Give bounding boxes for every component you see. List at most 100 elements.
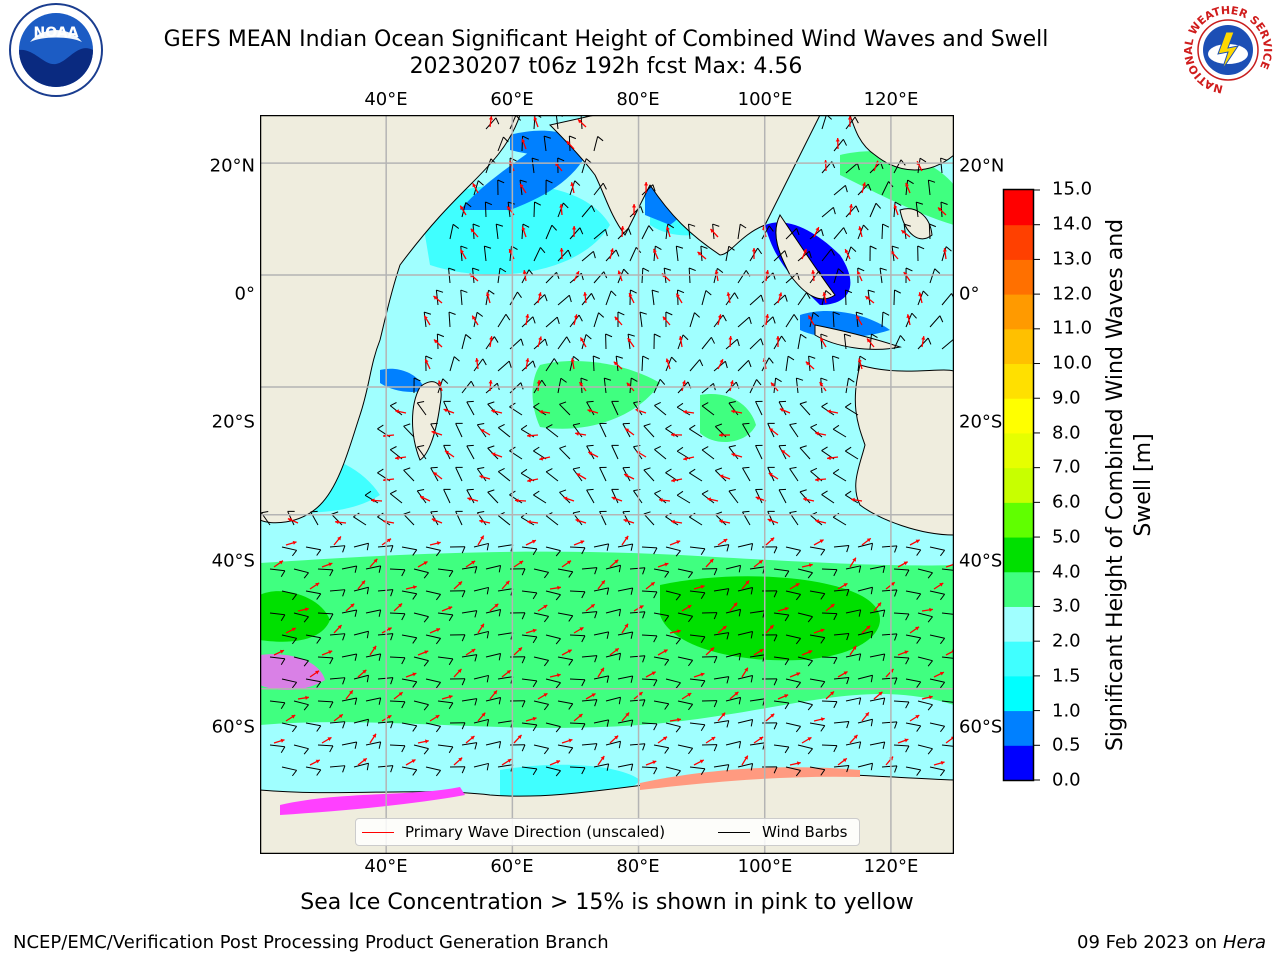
wave-arrow [525, 628, 537, 634]
wave-arrow [513, 646, 523, 656]
wind-barb [545, 468, 559, 482]
wind-barb [881, 545, 898, 553]
wave-arrow [519, 183, 527, 194]
top-lon-label-120e: 120°E [863, 89, 919, 110]
wind-barb [689, 722, 706, 732]
wave-arrow [488, 379, 493, 392]
wave-arrow [693, 584, 705, 590]
wind-barb [728, 489, 739, 504]
wind-barb [737, 719, 754, 727]
wind-barb [857, 630, 874, 639]
wind-barb [905, 634, 922, 644]
wind-barb [821, 568, 838, 577]
wind-barb [497, 136, 509, 152]
wind-barb [581, 611, 598, 619]
wind-barb [905, 678, 922, 688]
wind-barb [436, 333, 445, 350]
wind-barb [785, 590, 802, 601]
wind-barb [915, 201, 924, 218]
wind-barb [677, 289, 685, 306]
wind-barb [341, 653, 358, 661]
wave-arrow [717, 538, 728, 546]
wind-barb [449, 722, 466, 730]
wind-barb [927, 179, 936, 196]
wave-arrow [297, 695, 309, 700]
wave-arrow [909, 539, 921, 546]
wind-barb [725, 338, 740, 350]
colorbar-band-9 [1004, 432, 1033, 469]
wind-barb [605, 564, 622, 573]
wave-arrow [815, 431, 827, 436]
wind-barb [833, 588, 850, 597]
wind-barb [569, 722, 586, 731]
wave-arrow [514, 498, 527, 503]
wave-arrow [570, 358, 575, 370]
wave-arrow [753, 648, 764, 656]
wind-barb [928, 223, 937, 240]
wind-barb [533, 568, 550, 579]
wind-barb [832, 355, 840, 372]
wind-barb [543, 135, 551, 152]
bottom-lon-label-120e: 120°E [863, 856, 919, 877]
wind-barb [281, 766, 298, 777]
wave-arrow [429, 714, 440, 722]
wind-barb [797, 568, 813, 579]
wind-barb [466, 444, 475, 460]
colorbar-band-14 [1004, 259, 1033, 295]
right-lat-label-20n: 20°N [959, 155, 1005, 177]
wave-arrow [585, 692, 596, 700]
wind-barb [269, 700, 286, 710]
wind-barb [533, 338, 548, 350]
wind-barb [593, 136, 604, 152]
wind-barb [389, 656, 406, 665]
wave-arrow [837, 582, 848, 590]
wave-arrow [815, 519, 827, 524]
wind-barb [599, 466, 607, 482]
cb-label-15-0: 15.0 [1052, 178, 1093, 200]
wind-barb [581, 250, 596, 262]
wind-barb [416, 444, 427, 460]
wind-barb [725, 696, 742, 705]
wave-arrow [827, 455, 839, 461]
wind-barb [581, 293, 596, 306]
wind-barb [869, 741, 886, 749]
wave-arrow [614, 316, 623, 326]
wave-arrow [873, 691, 883, 700]
wind-barb [857, 718, 874, 727]
wind-barb [615, 355, 623, 372]
wave-arrow [417, 739, 429, 744]
wind-barb [881, 721, 898, 729]
wind-barb [761, 225, 774, 240]
wave-arrow [847, 115, 852, 128]
wind-barb [917, 568, 933, 579]
wave-arrow [417, 650, 429, 656]
wind-barb [581, 334, 592, 350]
wave-arrow [726, 292, 731, 304]
wind-barb [533, 490, 547, 504]
wind-barb [809, 546, 826, 556]
wind-barb [521, 678, 538, 688]
wave-arrow [741, 580, 750, 590]
wind-barb [581, 743, 598, 751]
wind-barb [569, 546, 586, 555]
wind-barb [701, 700, 718, 708]
wind-barb [437, 568, 454, 578]
wave-arrow [814, 477, 827, 482]
wave-arrow [779, 408, 791, 414]
wind-barb [449, 634, 466, 642]
wind-barb [401, 634, 418, 644]
wind-barb [305, 766, 322, 776]
colorbar-band-12 [1004, 328, 1033, 365]
wave-arrow [813, 226, 820, 238]
wind-barb [425, 722, 442, 733]
wind-barb [665, 424, 679, 438]
wave-arrow [539, 456, 551, 461]
wind-barb [653, 333, 661, 350]
wave-arrow [897, 561, 908, 568]
wave-arrow [521, 226, 527, 238]
wave-arrow [768, 472, 779, 480]
wind-barb [893, 201, 902, 218]
wind-barb [701, 337, 715, 350]
wave-arrow [627, 337, 635, 348]
wind-barb [498, 424, 511, 438]
